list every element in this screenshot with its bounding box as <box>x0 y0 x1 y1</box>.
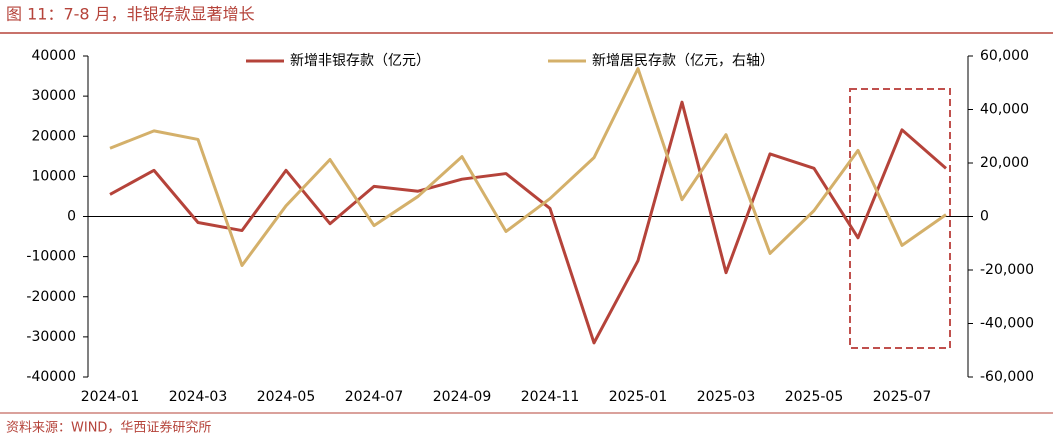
y-tick-label: -20000 <box>26 289 76 305</box>
legend-label: 新增居民存款（亿元，右轴） <box>592 53 774 69</box>
y-tick-label: 30000 <box>31 88 76 104</box>
y-tick-label: 40000 <box>31 48 76 64</box>
y2-tick-label: 40,000 <box>980 102 1029 118</box>
series-line <box>109 67 947 267</box>
y-tick-label: -40000 <box>26 369 76 385</box>
y2-tick-label: 60,000 <box>980 48 1029 64</box>
y2-tick-label: 0 <box>980 209 989 225</box>
y2-tick-label: -20,000 <box>980 262 1034 278</box>
y2-tick-label: -60,000 <box>980 369 1034 385</box>
x-tick-label: 2025-01 <box>609 389 668 405</box>
x-tick-label: 2024-03 <box>169 389 228 405</box>
title: 图 11：7-8 月，非银存款显著增长 <box>6 5 255 24</box>
x-tick-label: 2025-07 <box>873 389 932 405</box>
x-tick-label: 2025-03 <box>697 389 756 405</box>
y-tick-label: 0 <box>67 209 76 225</box>
x-tick-label: 2024-05 <box>257 389 316 405</box>
y2-tick-label: 20,000 <box>980 155 1029 171</box>
x-tick-label: 2024-11 <box>521 389 580 405</box>
y-tick-label: 20000 <box>31 128 76 144</box>
legend-label: 新增非银存款（亿元） <box>290 53 430 69</box>
x-tick-label: 2024-07 <box>345 389 404 405</box>
highlight-box <box>849 88 951 349</box>
y-tick-label: -30000 <box>26 329 76 345</box>
y-tick-label: 10000 <box>31 168 76 184</box>
y2-tick-label: -40,000 <box>980 316 1034 332</box>
x-tick-label: 2025-05 <box>785 389 844 405</box>
x-tick-label: 2024-01 <box>81 389 140 405</box>
y-tick-label: -10000 <box>26 249 76 265</box>
x-tick-label: 2024-09 <box>433 389 492 405</box>
series-line <box>109 100 947 345</box>
source: 资料来源：WIND，华西证券研究所 <box>6 420 211 436</box>
